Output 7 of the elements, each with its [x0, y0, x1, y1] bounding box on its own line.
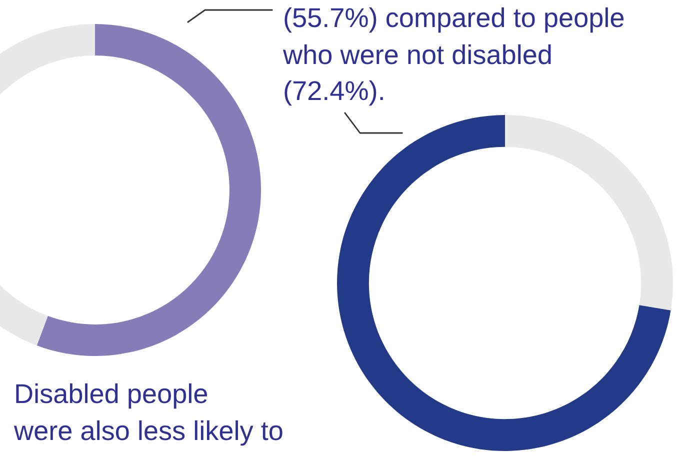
text: (55.7%) compared to people: [284, 7, 624, 33]
donut-slice: [337, 115, 671, 451]
text: who were not disabled: [282, 44, 551, 64]
text: (72.4%).: [284, 80, 383, 106]
text: were also less likely to: [14, 420, 282, 446]
text: Disabled people: [16, 383, 208, 409]
donut-slice: [505, 115, 673, 310]
